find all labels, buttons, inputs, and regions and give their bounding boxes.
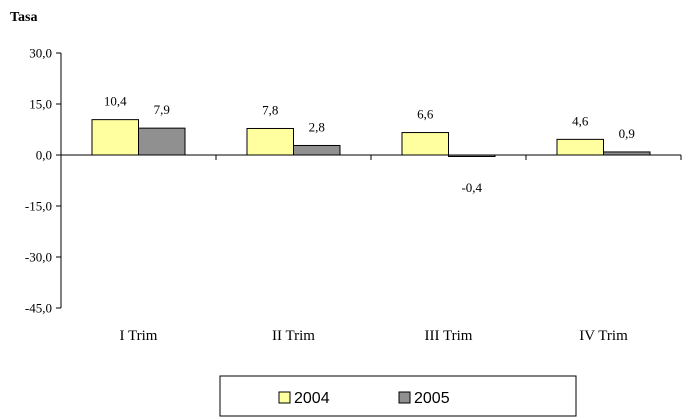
data-label: 0,9 — [619, 126, 635, 141]
y-tick-label: 0,0 — [36, 148, 52, 163]
y-tick-label: -45,0 — [25, 301, 52, 316]
x-tick-label: IV Trim — [579, 328, 628, 344]
bar-2004 — [246, 127, 294, 156]
data-label: 4,6 — [572, 113, 589, 128]
data-label: 7,8 — [262, 102, 278, 117]
data-label: 2,8 — [309, 119, 325, 134]
y-tick-label: 30,0 — [29, 46, 52, 61]
bar-2005 — [293, 144, 341, 156]
bar-2004 — [91, 119, 139, 156]
bar-2004 — [401, 132, 449, 156]
bar-2005 — [138, 127, 186, 156]
legend-label-2005: 2005 — [414, 390, 450, 407]
x-tick-label: II Trim — [272, 328, 315, 344]
y-axis-title: Tasa — [10, 10, 38, 25]
data-label: 7,9 — [154, 102, 170, 117]
y-tick-label: -15,0 — [25, 199, 52, 214]
y-tick-label: -30,0 — [25, 250, 52, 265]
bar-2005 — [448, 154, 496, 157]
data-label: 10,4 — [104, 94, 127, 109]
data-label: 6,6 — [417, 107, 434, 122]
bar-2004 — [556, 138, 604, 156]
y-tick-label: 15,0 — [29, 97, 52, 112]
bars: 10,4 7,8 6,6 4,6 7,9 2,8 -0,4 0,9 — [91, 94, 651, 195]
x-tick-label: III Trim — [425, 328, 473, 344]
legend: 2004 2005 — [219, 375, 577, 417]
legend-box — [219, 375, 577, 417]
x-tick-label: I Trim — [120, 328, 158, 344]
legend-swatch-2005 — [398, 391, 411, 404]
data-label: -0,4 — [461, 180, 482, 195]
axes: 30,0 15,0 0,0 -15,0 -30,0 -45,0 I Trim II Trim I… — [25, 46, 682, 344]
bar-2005 — [603, 151, 651, 156]
legend-swatch-2004 — [278, 391, 291, 404]
legend-label-2004: 2004 — [294, 390, 330, 407]
